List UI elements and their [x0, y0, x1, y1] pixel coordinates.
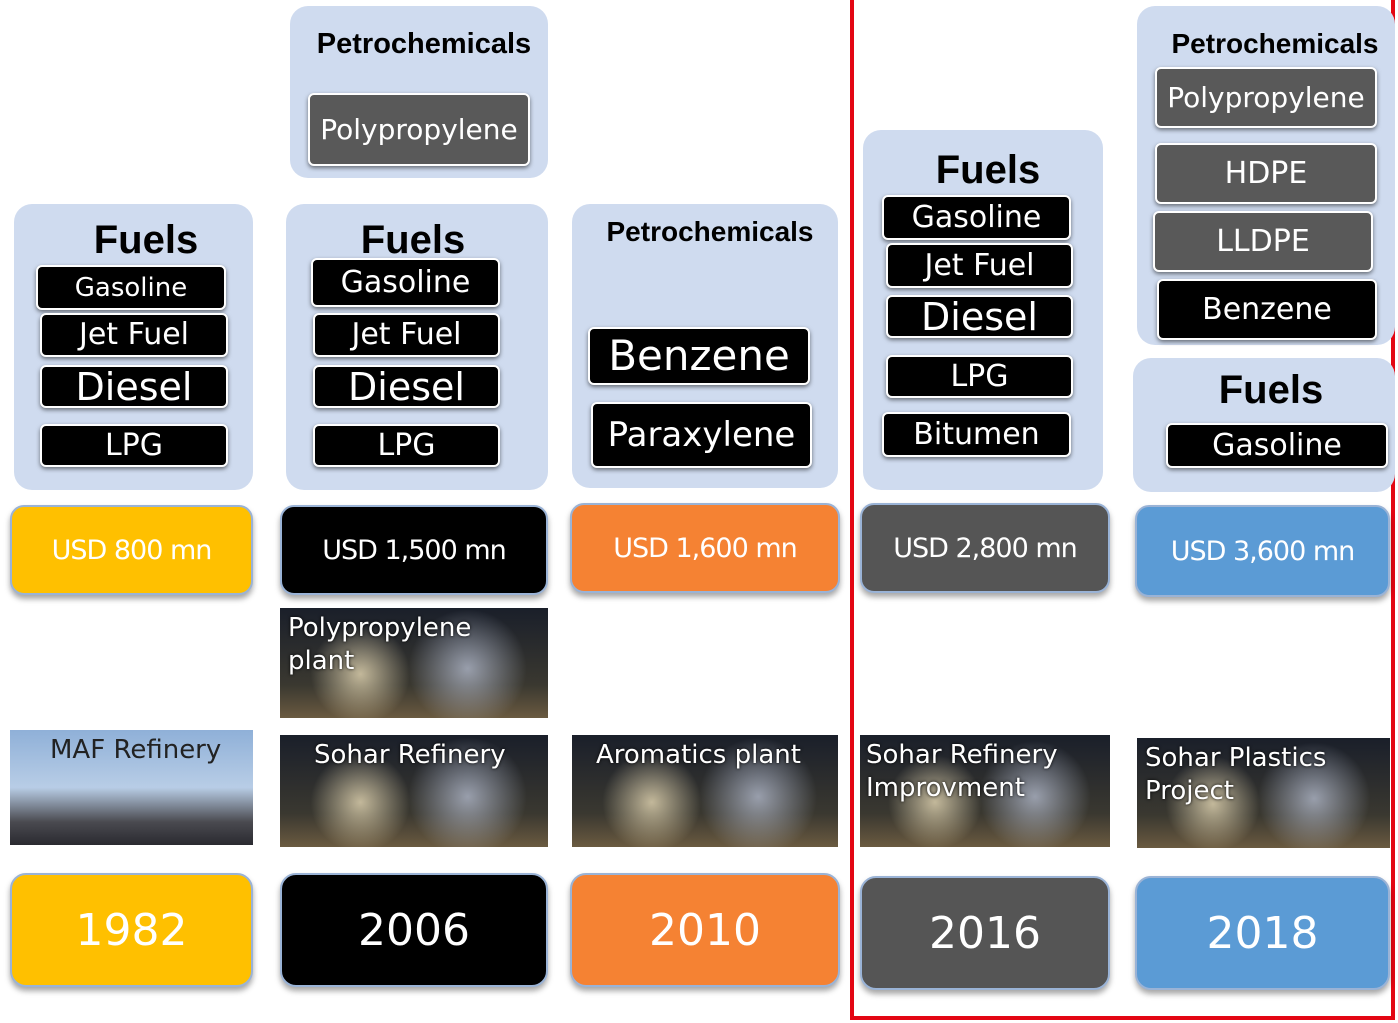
group-title: Fuels: [14, 218, 278, 263]
project-image: Aromatics plant: [572, 735, 838, 847]
investment: USD 2,800 mn: [860, 503, 1110, 593]
product: Diesel: [40, 365, 228, 408]
investment: USD 800 mn: [10, 505, 253, 595]
product: HDPE: [1155, 143, 1377, 204]
product: Paraxylene: [591, 402, 812, 468]
product: Diesel: [313, 365, 500, 408]
product: Gasoline: [882, 195, 1071, 240]
group-title: Fuels: [863, 148, 1113, 193]
project-image: Sohar Refinery Improvment: [860, 735, 1110, 847]
product: Jet Fuel: [886, 243, 1073, 288]
slide: {"columns": [ {"year": "1982", "investme…: [0, 0, 1398, 1023]
group-title: Petrochemicals: [1137, 28, 1398, 60]
year: 2018: [1135, 876, 1390, 990]
project-image: Sohar Refinery: [280, 735, 548, 847]
product: Diesel: [886, 295, 1073, 338]
year: 2016: [860, 876, 1110, 990]
product: Gasoline: [1166, 423, 1388, 468]
group-title: Fuels: [1133, 368, 1398, 413]
product: Polypropylene: [308, 93, 530, 166]
investment: USD 1,600 mn: [570, 503, 840, 593]
group-title: Petrochemicals: [290, 28, 558, 61]
group-title: Petrochemicals: [572, 216, 848, 248]
year: 1982: [10, 873, 253, 987]
product: LLDPE: [1153, 211, 1373, 272]
project-name: Aromatics plant: [596, 739, 834, 772]
product: Benzene: [588, 327, 810, 385]
project-name: Polypropylene plant: [288, 612, 498, 677]
product: LPG: [886, 355, 1073, 398]
year: 2010: [570, 873, 840, 987]
year: 2006: [280, 873, 548, 987]
project-name: MAF Refinery: [50, 734, 249, 767]
investment: USD 1,500 mn: [280, 505, 548, 595]
product: LPG: [40, 424, 228, 467]
product: Gasoline: [36, 265, 226, 310]
project-image: MAF Refinery: [10, 730, 253, 845]
project-name: Sohar Refinery Improvment: [866, 739, 1106, 804]
group-title: Fuels: [286, 218, 540, 263]
product: Benzene: [1157, 279, 1377, 340]
project-name: Sohar Plastics Project: [1145, 742, 1345, 807]
project-image: Sohar Plastics Project: [1137, 738, 1390, 848]
investment: USD 3,600 mn: [1135, 505, 1390, 597]
product: Gasoline: [311, 258, 500, 307]
product: Jet Fuel: [313, 313, 500, 357]
product: LPG: [313, 424, 500, 467]
product: Jet Fuel: [40, 313, 228, 357]
product: Bitumen: [882, 412, 1071, 457]
project-image: Polypropylene plant: [280, 608, 548, 718]
project-name: Sohar Refinery: [314, 739, 544, 772]
product: Polypropylene: [1155, 67, 1377, 128]
